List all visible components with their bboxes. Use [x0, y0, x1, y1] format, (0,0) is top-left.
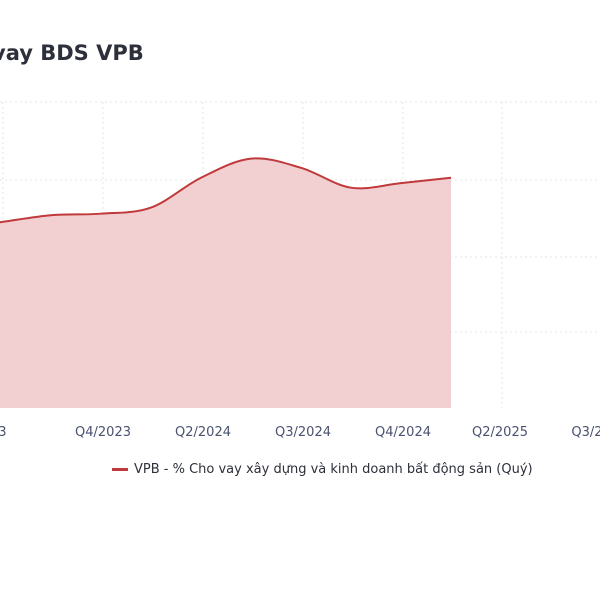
x-tick-label: Q4/2023 [75, 425, 131, 440]
series-area-fill [0, 158, 451, 408]
x-tick-label: Q4/2024 [375, 425, 431, 440]
x-tick-label: Q3/2024 [275, 425, 331, 440]
x-tick-label: Q3/2 [571, 425, 600, 440]
x-axis-tick-labels: 2023 Q4/2023 Q2/2024 Q3/2024 Q4/2024 Q2/2025 Q… [0, 425, 600, 440]
x-tick-label: Q2/2024 [175, 425, 231, 440]
x-tick-label: Q2/2025 [472, 425, 528, 440]
legend-swatch [112, 468, 128, 471]
x-tick-label: 2023 [0, 425, 7, 440]
legend[interactable]: VPB - % Cho vay xây dựng và kinh doanh b… [112, 462, 533, 477]
legend-label: VPB - % Cho vay xây dựng và kinh doanh b… [134, 462, 533, 477]
chart-title: vay BDS VPB [0, 41, 144, 65]
series-line [0, 157, 452, 224]
